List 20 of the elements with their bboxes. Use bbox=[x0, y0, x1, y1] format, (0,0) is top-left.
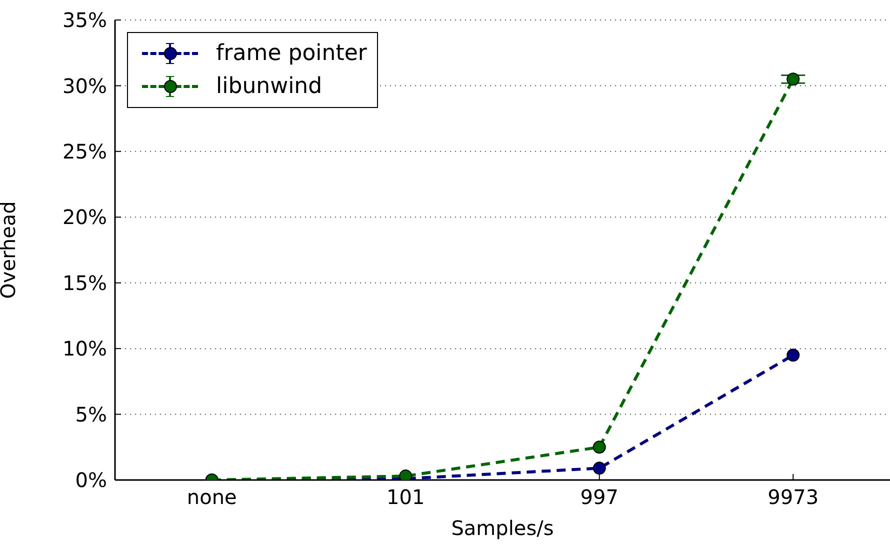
legend-label: libunwind bbox=[216, 74, 322, 99]
x-tick-label: 997 bbox=[580, 485, 618, 510]
y-tick-label: 10% bbox=[62, 336, 107, 361]
point bbox=[592, 462, 606, 475]
x-tick-label: 9973 bbox=[768, 485, 819, 510]
y-tick-label: 20% bbox=[62, 205, 107, 230]
point bbox=[592, 440, 606, 454]
y-axis-title: Overhead bbox=[0, 201, 20, 299]
y-tick-label: 35% bbox=[62, 8, 107, 32]
y-tick-label: 25% bbox=[62, 140, 107, 164]
legend-label: frame pointer bbox=[216, 41, 367, 66]
y-tick-label: 30% bbox=[62, 74, 107, 98]
y-tick-label: 5% bbox=[75, 402, 107, 426]
x-tick-label: 101 bbox=[386, 485, 425, 510]
point bbox=[786, 72, 800, 86]
y-tick-label: 0% bbox=[75, 468, 107, 492]
x-axis-title: Samples/s bbox=[451, 516, 554, 540]
point bbox=[786, 348, 800, 362]
x-tick-label: none bbox=[186, 485, 237, 510]
y-tick-label: 15% bbox=[62, 270, 107, 295]
